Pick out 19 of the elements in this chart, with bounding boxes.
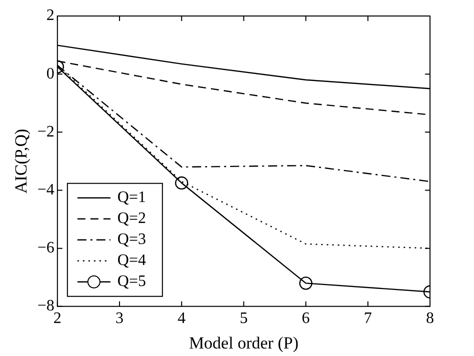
y-tick-label: −4: [37, 181, 54, 198]
y-tick-label: −2: [37, 123, 54, 140]
legend-label: Q=4: [117, 252, 146, 270]
x-tick-label: 5: [240, 310, 248, 328]
legend-label: Q=1: [117, 189, 146, 206]
legend-label: Q=3: [117, 231, 146, 248]
legend-label: Q=5: [117, 273, 146, 290]
x-tick-label: 4: [178, 310, 186, 328]
x-tick-label: 6: [302, 310, 310, 328]
y-tick-label: −8: [37, 298, 54, 315]
y-tick-label: 0: [46, 65, 54, 82]
x-tick-label: 3: [116, 310, 124, 328]
y-tick-label: 2: [46, 7, 54, 24]
y-axis-title: AIC(P,Q): [12, 128, 31, 194]
y-tick-label: −6: [37, 240, 54, 257]
legend-label: Q=2: [117, 210, 146, 228]
x-tick-label: 7: [364, 310, 372, 328]
x-axis-title: Model order (P): [188, 333, 298, 352]
x-tick-label: 8: [426, 310, 434, 328]
